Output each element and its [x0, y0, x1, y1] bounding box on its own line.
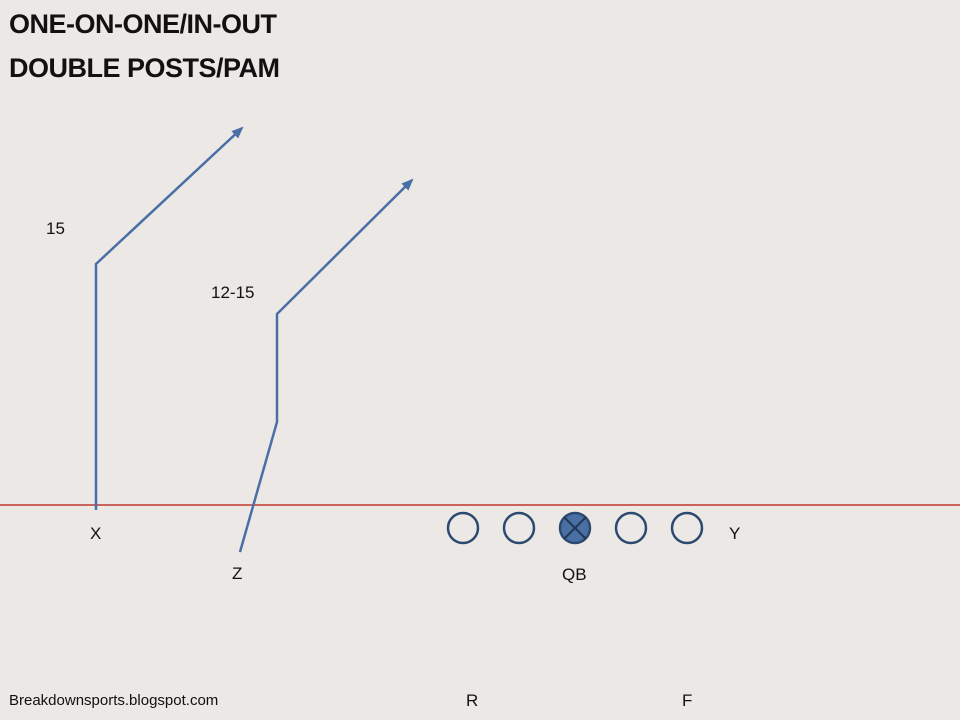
player-x-label: X [90, 524, 102, 543]
z-post-route [238, 178, 414, 553]
player-qb-label: QB [562, 565, 587, 584]
right-guard [614, 511, 648, 545]
footer-credit: Breakdownsports.blogspot.com [9, 692, 219, 709]
player-r-label: R [466, 691, 479, 710]
x-route-depth-label: 15 [46, 219, 65, 238]
z-route-depth-label: 12-15 [211, 283, 255, 302]
left-tackle [446, 511, 480, 545]
center [558, 511, 592, 545]
right-tackle [670, 511, 704, 545]
play-title-line-2: DOUBLE POSTS/PAM [9, 53, 280, 83]
player-z-label: Z [232, 564, 243, 583]
player-y-label: Y [729, 524, 741, 543]
left-guard [502, 511, 536, 545]
play-title-line-1: ONE-ON-ONE/IN-OUT [9, 9, 277, 39]
x-post-route [94, 126, 244, 510]
player-f-label: F [682, 691, 693, 710]
